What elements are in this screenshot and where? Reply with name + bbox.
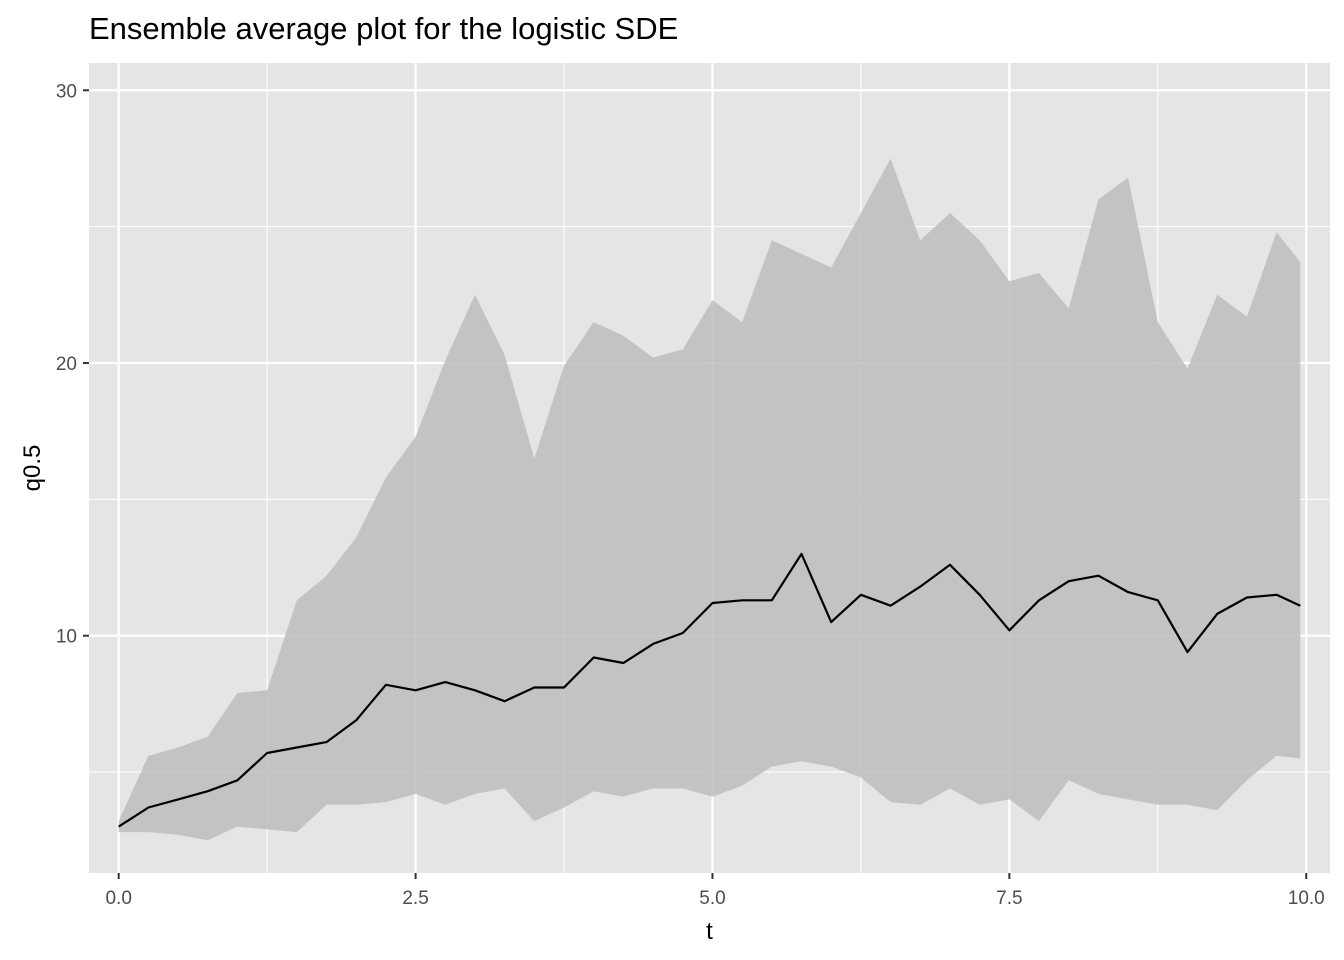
line-layer	[118, 552, 1301, 828]
y-axis-title: q0.5	[19, 445, 46, 492]
y-axis: 10 20 30	[56, 81, 89, 648]
y-tick-label: 10	[56, 627, 77, 648]
x-tick-label: 7.5	[996, 888, 1022, 909]
x-axis: 0.0 2.5 5.0 7.5 10.0	[105, 873, 1325, 909]
x-tick-label: 2.5	[402, 888, 428, 909]
x-axis-title: t	[706, 918, 713, 945]
y-tick-label: 30	[56, 81, 77, 102]
x-tick-label: 0.0	[105, 888, 131, 909]
median-line	[118, 552, 1301, 828]
x-tick-label: 5.0	[699, 888, 725, 909]
x-tick-label: 10.0	[1288, 888, 1325, 909]
y-tick-label: 20	[56, 354, 77, 375]
quantile-ribbon	[118, 158, 1301, 841]
chart-title: Ensemble average plot for the logistic S…	[89, 11, 678, 46]
ribbon-layer	[118, 158, 1301, 841]
